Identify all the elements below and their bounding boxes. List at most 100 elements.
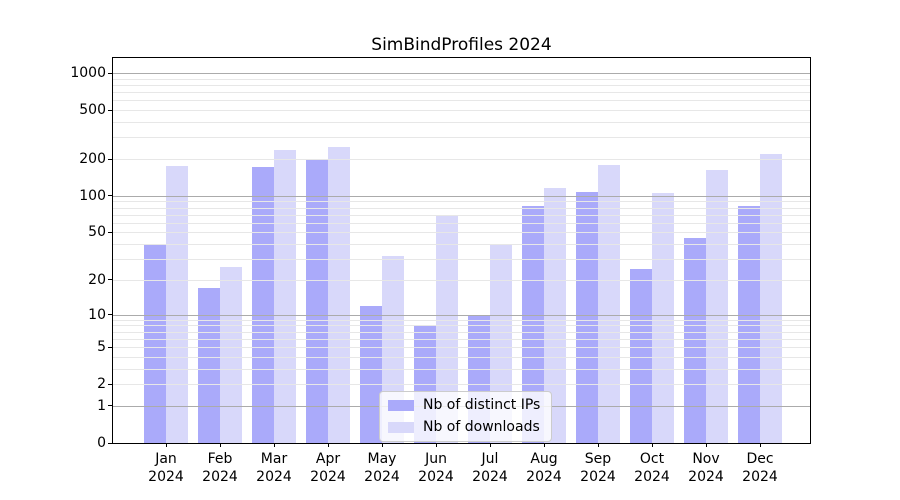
bar-distinct-ips (360, 305, 382, 443)
x-tick-year: 2024 (418, 469, 454, 485)
bar-downloads (598, 165, 620, 443)
x-tick-year: 2024 (688, 469, 724, 485)
bar-downloads (760, 153, 782, 443)
gridline-minor (113, 259, 810, 261)
y-tick (108, 383, 112, 385)
x-tick (381, 443, 383, 447)
gridline-minor (113, 244, 810, 246)
y-tick (108, 231, 112, 233)
y-tick-label: 1000 (70, 65, 106, 82)
x-tick-month: Oct (639, 451, 665, 467)
bar-distinct-ips (576, 191, 598, 443)
gridline-minor (113, 122, 810, 124)
x-tick (597, 443, 599, 447)
legend-swatch-distinct-ips (388, 400, 414, 411)
gridline-minor (113, 137, 810, 139)
y-tick-label: 20 (88, 271, 106, 288)
bar-distinct-ips (630, 268, 652, 443)
y-tick (108, 279, 112, 281)
gridline-minor (113, 325, 810, 327)
x-tick-month: Jul (481, 451, 499, 467)
x-tick-label: Apr 2024 (298, 450, 358, 486)
x-tick (705, 443, 707, 447)
legend-label-downloads: Nb of downloads (423, 419, 540, 435)
x-tick (759, 443, 761, 447)
gridline-minor (113, 159, 810, 161)
x-tick-year: 2024 (148, 469, 184, 485)
gridline-minor (113, 84, 810, 86)
legend-swatch-downloads (388, 422, 414, 433)
y-tick (108, 405, 112, 407)
x-tick-month: Apr (315, 451, 341, 467)
chart-title: SimBindProfiles 2024 (371, 35, 552, 55)
gridline-minor (113, 384, 810, 386)
bar-downloads (706, 169, 728, 443)
bar-distinct-ips (738, 206, 760, 443)
y-tick (108, 442, 112, 444)
bar-downloads (652, 193, 674, 443)
gridline-minor (113, 279, 810, 281)
x-tick-label: Dec 2024 (730, 450, 790, 486)
bar-distinct-ips (144, 245, 166, 443)
y-tick-label: 1 (97, 397, 106, 414)
bar-downloads (436, 216, 458, 443)
gridline-major (113, 195, 810, 197)
x-tick (489, 443, 491, 447)
x-tick-label: Sep 2024 (568, 450, 628, 486)
x-tick (165, 443, 167, 447)
x-tick-label: Nov 2024 (676, 450, 736, 486)
x-tick-year: 2024 (742, 469, 778, 485)
gridline-minor (113, 319, 810, 321)
y-tick-label: 200 (79, 151, 106, 168)
gridline-major (113, 73, 810, 75)
x-tick-month: Jan (155, 451, 177, 467)
x-tick-month: Mar (260, 451, 288, 467)
y-tick (108, 195, 112, 197)
gridline-major (113, 314, 810, 316)
bar-distinct-ips (522, 206, 544, 443)
legend-item-downloads: Nb of downloads (388, 419, 540, 436)
gridline-minor (113, 207, 810, 209)
x-tick-month: Jun (425, 451, 447, 467)
bar-downloads (166, 166, 188, 443)
gridline-minor (113, 356, 810, 358)
x-tick-year: 2024 (634, 469, 670, 485)
gridline-minor (113, 201, 810, 203)
gridline-minor (113, 110, 810, 112)
y-tick (108, 314, 112, 316)
y-tick (108, 346, 112, 348)
y-tick-label: 5 (97, 339, 106, 356)
x-tick-label: Jan 2024 (136, 450, 196, 486)
legend: Nb of distinct IPs Nb of downloads (379, 391, 553, 442)
x-tick-label: May 2024 (352, 450, 412, 486)
x-tick-label: Feb 2024 (190, 450, 250, 486)
x-tick-label: Aug 2024 (514, 450, 574, 486)
y-tick-label: 500 (79, 102, 106, 119)
x-tick-year: 2024 (202, 469, 238, 485)
x-tick (651, 443, 653, 447)
y-tick (108, 109, 112, 111)
gridline-minor (113, 222, 810, 224)
y-tick-label: 0 (97, 435, 106, 451)
x-tick-year: 2024 (310, 469, 346, 485)
x-tick (273, 443, 275, 447)
y-tick-label: 50 (88, 224, 106, 241)
bar-distinct-ips (306, 159, 328, 443)
bar-distinct-ips (198, 288, 220, 443)
legend-item-distinct-ips: Nb of distinct IPs (388, 397, 540, 414)
x-tick-year: 2024 (472, 469, 508, 485)
gridline-minor (113, 338, 810, 340)
x-tick-month: May (367, 451, 397, 467)
y-tick-label: 100 (79, 187, 106, 204)
x-tick-month: Feb (207, 451, 233, 467)
y-tick-label: 10 (88, 306, 106, 323)
legend-label-distinct-ips: Nb of distinct IPs (423, 397, 541, 413)
gridline-minor (113, 331, 810, 333)
bar-downloads (220, 266, 242, 443)
x-tick (219, 443, 221, 447)
bar-distinct-ips (252, 167, 274, 443)
plot-area: Nb of distinct IPs Nb of downloads (112, 57, 811, 444)
x-tick-month: Nov (692, 451, 720, 467)
bar-downloads (274, 150, 296, 443)
